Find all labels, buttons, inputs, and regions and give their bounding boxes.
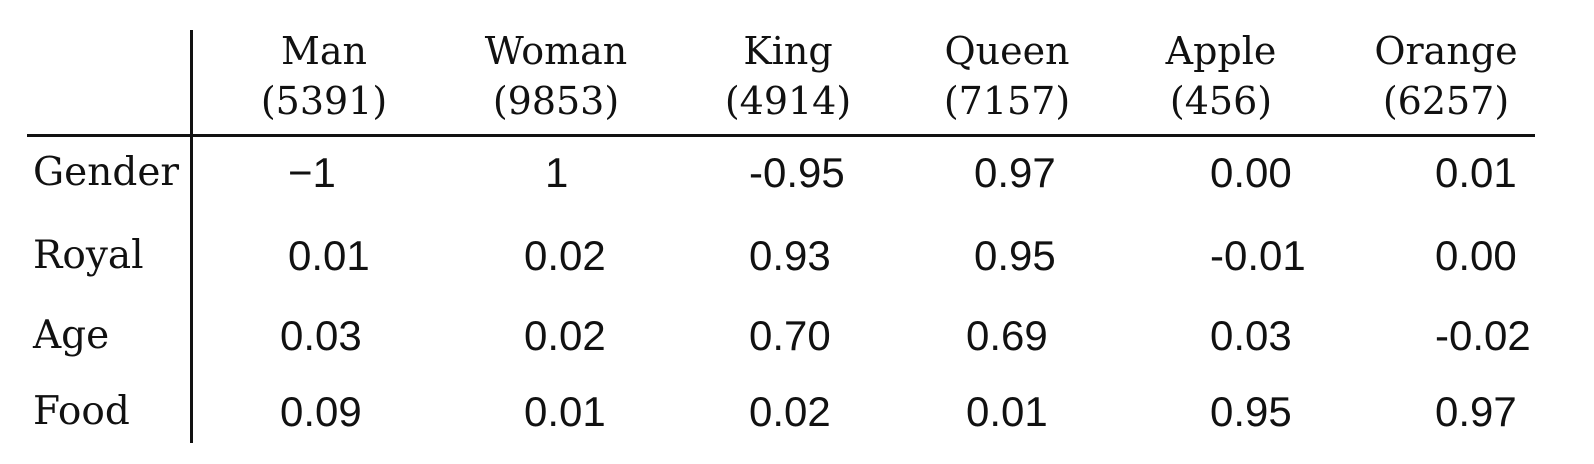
table-cell: 0.02 — [749, 388, 831, 435]
table-cell: 0.69 — [966, 312, 1048, 359]
table-cell: 0.09 — [280, 388, 362, 435]
header-rule — [27, 134, 1535, 137]
table-cell: 0.03 — [1210, 312, 1292, 359]
column-word: Man — [280, 29, 368, 73]
row-label-age: Age — [33, 313, 110, 358]
column-word: Orange — [1374, 29, 1518, 73]
table-cell: -0.95 — [749, 149, 845, 196]
table-cell: 1 — [545, 149, 569, 196]
column-word: Queen — [944, 29, 1070, 73]
table-cell: 0.95 — [974, 232, 1056, 279]
table-cell: 0.97 — [1435, 388, 1517, 435]
table-cell: 0.95 — [1210, 388, 1292, 435]
table-cell: 0.00 — [1210, 149, 1292, 196]
column-index: (9853) — [492, 79, 620, 123]
table-cell: 0.00 — [1435, 232, 1517, 279]
column-header-woman: Woman (9853) — [456, 26, 656, 126]
column-index: (6257) — [1382, 79, 1510, 123]
column-word: Woman — [484, 29, 628, 73]
column-index: (7157) — [943, 79, 1071, 123]
table-cell: 0.02 — [524, 312, 606, 359]
column-word: King — [743, 29, 833, 73]
column-index: (456) — [1169, 79, 1273, 123]
column-header-apple: Apple (456) — [1121, 26, 1321, 126]
table-cell: 0.97 — [974, 149, 1056, 196]
row-label-food: Food — [33, 389, 130, 434]
table-cell: 0.01 — [524, 388, 606, 435]
column-header-orange: Orange (6257) — [1346, 26, 1546, 126]
table-cell: −1 — [288, 149, 336, 196]
table-cell: -0.02 — [1435, 312, 1531, 359]
row-label-royal: Royal — [33, 233, 144, 278]
column-header-man: Man (5391) — [224, 26, 424, 126]
column-header-king: King (4914) — [688, 26, 888, 126]
column-header-queen: Queen (7157) — [907, 26, 1107, 126]
table-cell: 0.01 — [288, 232, 370, 279]
column-index: (4914) — [724, 79, 852, 123]
row-label-gender: Gender — [33, 150, 180, 195]
table-cell: 0.03 — [280, 312, 362, 359]
table-cell: 0.01 — [1435, 149, 1517, 196]
column-index: (5391) — [260, 79, 388, 123]
table-cell: 0.01 — [966, 388, 1048, 435]
vertical-rule — [190, 30, 193, 443]
table-cell: 0.02 — [524, 232, 606, 279]
table-cell: 0.70 — [749, 312, 831, 359]
column-word: Apple — [1165, 29, 1277, 73]
table-cell: -0.01 — [1210, 232, 1306, 279]
table-cell: 0.93 — [749, 232, 831, 279]
